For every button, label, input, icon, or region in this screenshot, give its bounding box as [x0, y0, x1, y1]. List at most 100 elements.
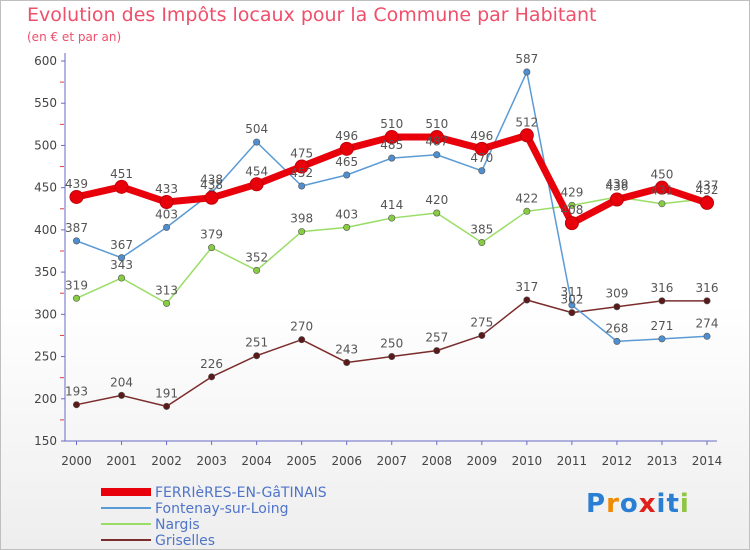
data-label: 317	[515, 280, 538, 294]
data-label: 470	[470, 151, 493, 165]
chart-subtitle: (en € et par an)	[27, 30, 122, 44]
data-label: 313	[155, 283, 178, 297]
data-label: 438	[200, 178, 223, 192]
x-tick-label: 2001	[106, 454, 137, 468]
data-label: 343	[110, 258, 133, 272]
data-point	[118, 391, 126, 399]
data-label: 512	[515, 115, 538, 129]
legend-item-2: Nargis	[101, 517, 200, 533]
data-label: 257	[425, 331, 448, 345]
data-point	[298, 228, 306, 236]
data-point	[568, 301, 576, 309]
x-tick-label: 2000	[61, 454, 92, 468]
data-point	[388, 154, 396, 162]
y-tick-label: 500	[34, 138, 57, 152]
x-tick-label: 2012	[602, 454, 633, 468]
data-label: 403	[155, 207, 178, 221]
data-label: 420	[425, 193, 448, 207]
data-label: 431	[651, 184, 674, 198]
data-point	[253, 266, 261, 274]
data-label: 204	[110, 375, 133, 389]
data-label: 250	[380, 337, 403, 351]
y-tick-label: 200	[34, 392, 57, 406]
legend-item-0: FERRIèRES-EN-GâTINAIS	[101, 485, 327, 501]
data-label: 487	[425, 135, 448, 149]
data-point	[253, 352, 261, 360]
brand-letter: t	[666, 489, 680, 519]
data-label: 275	[470, 315, 493, 329]
data-label: 439	[65, 177, 88, 191]
x-tick-label: 2005	[286, 454, 317, 468]
data-point	[703, 297, 711, 305]
data-point	[658, 200, 666, 208]
data-label: 452	[290, 166, 313, 180]
data-label: 439	[605, 177, 628, 191]
data-label: 251	[245, 336, 268, 350]
data-label: 319	[65, 278, 88, 292]
data-label: 367	[110, 238, 133, 252]
data-point	[433, 347, 441, 355]
data-point	[118, 254, 126, 262]
data-label: 243	[335, 342, 358, 356]
data-label: 587	[515, 52, 538, 66]
data-point	[523, 68, 531, 76]
data-label: 438	[200, 173, 223, 187]
data-label: 385	[470, 223, 493, 237]
data-point	[658, 335, 666, 343]
data-label: 485	[380, 138, 403, 152]
data-point	[478, 167, 486, 175]
legend-label: Fontenay-sur-Loing	[155, 501, 289, 517]
x-tick-label: 2009	[467, 454, 498, 468]
data-label: 465	[335, 155, 358, 169]
data-point	[343, 358, 351, 366]
data-point	[388, 214, 396, 222]
data-label: 450	[651, 168, 674, 182]
data-point	[700, 195, 714, 210]
legend-label: FERRIèRES-EN-GâTINAIS	[155, 485, 327, 501]
data-label: 451	[110, 167, 133, 181]
legend-item-1: Fontenay-sur-Loing	[101, 501, 289, 517]
legend-label: Griselles	[155, 533, 215, 549]
data-point	[519, 128, 534, 143]
data-point	[69, 189, 84, 204]
x-tick-label: 2010	[512, 454, 543, 468]
data-point	[654, 180, 669, 195]
brand-letter: i	[656, 489, 667, 519]
brand-letter: x	[638, 489, 657, 519]
data-point	[433, 151, 441, 159]
x-tick-label: 2003	[196, 454, 227, 468]
x-tick-label: 2002	[151, 454, 182, 468]
series-0	[69, 128, 714, 231]
data-label: 316	[651, 281, 674, 295]
data-label: 436	[605, 179, 628, 193]
data-label: 309	[605, 287, 628, 301]
data-label: 496	[335, 129, 358, 143]
data-label: 270	[290, 320, 313, 334]
data-label: 379	[200, 228, 223, 242]
data-label: 302	[560, 293, 583, 307]
data-label: 414	[380, 198, 403, 212]
data-label: 403	[335, 207, 358, 221]
data-point	[478, 239, 486, 247]
data-point	[568, 201, 576, 209]
brand-letter: o	[619, 489, 639, 519]
y-tick-label: 150	[34, 434, 57, 448]
brand-letter: r	[606, 489, 620, 519]
legend-label: Nargis	[155, 517, 200, 533]
data-point	[429, 130, 444, 144]
data-label: 274	[696, 316, 719, 330]
data-label: 352	[245, 250, 268, 264]
data-label: 316	[696, 281, 719, 295]
data-point	[474, 141, 489, 156]
y-tick-label: 600	[34, 54, 57, 68]
data-label: 268	[605, 321, 628, 335]
brand-letter: P	[586, 489, 607, 519]
data-point	[388, 353, 396, 361]
brand-letter: i	[679, 489, 690, 519]
x-tick-label: 2011	[557, 454, 588, 468]
y-tick-label: 250	[34, 350, 57, 364]
data-point	[73, 401, 81, 409]
y-tick-label: 550	[34, 96, 57, 110]
data-label: 271	[651, 319, 674, 333]
